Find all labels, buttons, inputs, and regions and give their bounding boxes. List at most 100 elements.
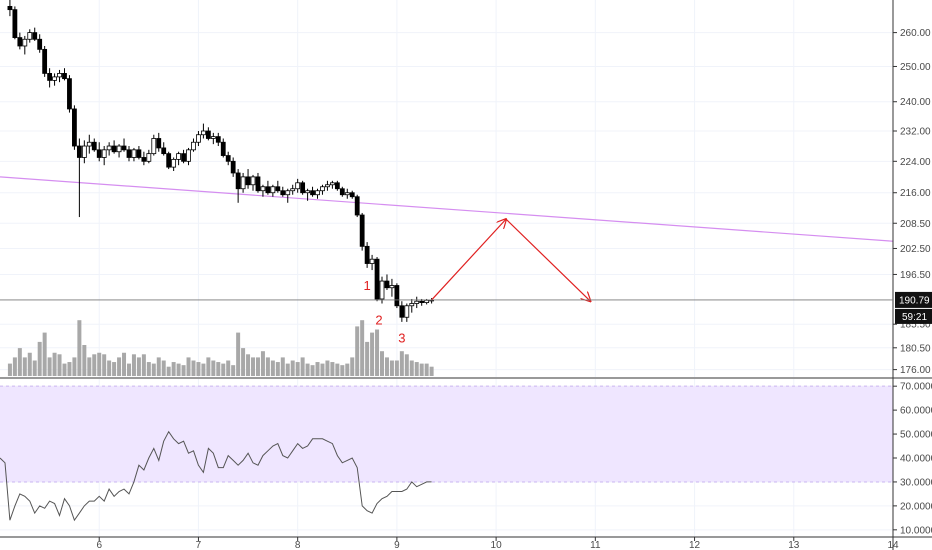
candle-body [101,149,107,158]
volume-bar [191,360,196,376]
volume-bar [241,348,246,376]
x-tick-label: 13 [788,540,800,550]
rsi-y-tick-label: 60.0000 [900,406,932,417]
candle-body [240,176,246,190]
volume-bar [211,360,216,376]
candle-body [414,300,420,304]
candle-body [329,182,335,186]
volume-bar [305,363,310,376]
volume-bar [27,352,32,376]
candle-body [52,76,57,81]
candle-body [186,149,191,162]
candle-body [275,186,281,192]
candle-body [151,138,157,155]
volume-bar [82,345,87,376]
volume-bar [156,357,161,376]
candle-body [156,138,162,149]
candle-body [230,160,236,174]
volume-bar [37,341,42,376]
candle-body [320,186,325,192]
candle-body [205,130,211,139]
candle-body [409,303,415,307]
volume-bar [102,354,107,376]
candle-body [42,48,48,74]
candle-body [67,78,72,110]
candle-body [22,38,28,47]
volume-bar [146,362,151,376]
volume-bar [131,354,136,376]
rsi-y-tick-label: 20.0000 [900,501,932,512]
candle-body [86,141,92,147]
candle-body [96,149,102,158]
volume-bar [112,362,117,376]
candle-body [379,280,385,300]
candle-body [27,32,33,40]
candle-body [225,155,231,162]
rsi-line [0,430,432,522]
candle-body [111,145,117,153]
volume-bar [181,365,186,376]
volume-bar [42,332,47,376]
candle-body [141,157,147,162]
volume-bar [424,363,429,376]
candle-body [136,149,142,158]
volume-bar [161,360,166,376]
volume-bar [32,360,37,376]
x-tick-label: 14 [887,540,899,550]
volume-bar [77,320,82,376]
volume-bar [67,362,72,376]
candle-body [76,145,82,158]
rsi-band [0,385,893,483]
volume-bar [350,357,355,376]
x-tick-label: 12 [689,540,701,550]
volume-bar [310,365,315,376]
rsi-y-tick-label: 70.0000 [900,382,932,393]
volume-bar [122,352,127,376]
candle-body [394,285,400,307]
volume-bar [151,363,156,376]
candles [7,0,435,322]
rsi-y-tick-label: 10.0000 [900,525,932,536]
candle-body [210,136,216,139]
candle-body [47,73,53,81]
candle-body [334,182,340,190]
volume-bar [171,362,176,376]
x-tick-label: 11 [590,540,601,550]
volume-bar [345,363,350,376]
volume-bar [255,357,260,376]
volume-bar [285,363,290,376]
candle-body [72,108,77,147]
annotation-label: 3 [398,331,405,346]
candle-body [116,145,122,153]
volume-bar [226,360,231,376]
candle-body [374,258,380,300]
volume-bar [260,351,265,376]
volume-bar [62,363,67,376]
y-tick-label: 208.50 [900,219,931,230]
candle-body [176,153,182,160]
annotation-label: 1 [364,278,371,293]
candle-body [81,145,87,158]
volume-bar [251,357,256,376]
volume-bar [384,357,389,376]
volume-bar [52,352,57,376]
rsi-series-line [0,430,432,522]
volume-bar [365,341,370,376]
projection-arrow-down [505,218,590,301]
candle-body [201,130,206,136]
volume-bar [176,363,181,376]
y-tick-label: 240.00 [900,97,931,108]
x-tick-label: 8 [295,540,301,550]
volume-bar [196,362,201,376]
y-tick-label: 232.00 [900,127,931,138]
volume-bar [355,326,360,376]
annotation-label: 2 [375,313,382,328]
y-tick-label: 260.00 [900,28,931,39]
volume-bar [280,357,285,376]
candle-body [191,141,196,151]
candle-body [285,190,291,196]
volume-bar [236,332,241,376]
candle-body [235,172,241,190]
y-tick-label: 180.50 [900,343,931,354]
candle-body [404,305,410,318]
